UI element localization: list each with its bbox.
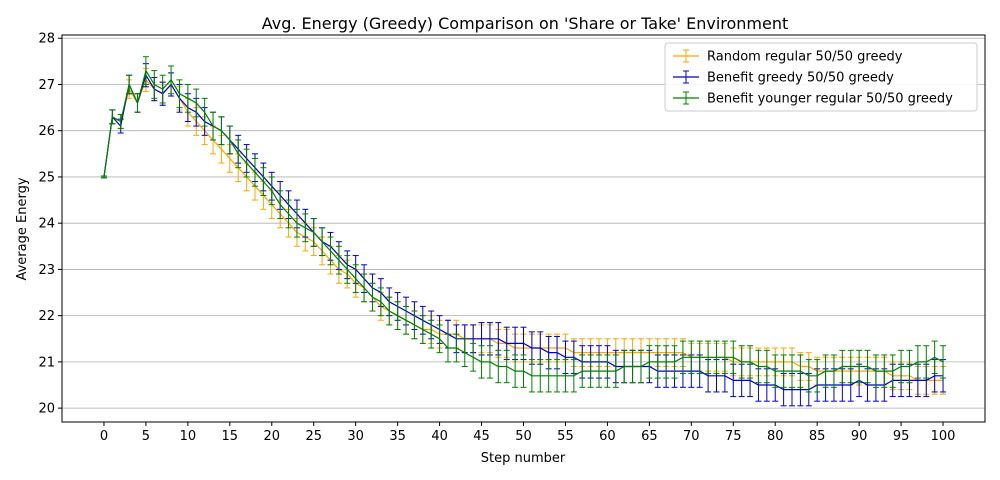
chart-title: Avg. Energy (Greedy) Comparison on 'Shar…	[262, 14, 789, 33]
x-tick-label: 95	[893, 429, 910, 444]
x-tick-label: 85	[809, 429, 826, 444]
legend-label: Random regular 50/50 greedy	[707, 50, 903, 65]
x-tick-label: 20	[263, 429, 280, 444]
x-tick-label: 60	[599, 429, 616, 444]
y-axis: 20 21 22 23 24 25 26 27 28	[38, 32, 62, 417]
grid-lines	[62, 37, 985, 409]
x-tick-label: 75	[725, 429, 742, 444]
x-tick-label: 35	[389, 429, 406, 444]
y-tick-label: 24	[38, 217, 55, 232]
x-tick-label: 15	[222, 429, 239, 444]
x-axis-title: Step number	[481, 451, 566, 466]
legend-item: Benefit younger regular 50/50 greedy	[673, 91, 953, 107]
x-tick-label: 30	[347, 429, 364, 444]
series-3	[100, 56, 947, 393]
x-tick-label: 40	[431, 429, 448, 444]
x-tick-label: 5	[142, 429, 150, 444]
x-tick-label: 50	[515, 429, 532, 444]
y-tick-label: 26	[38, 124, 55, 139]
y-tick-label: 28	[38, 32, 55, 47]
legend-box	[664, 42, 978, 112]
y-tick-label: 27	[38, 78, 55, 93]
legend-item: Random regular 50/50 greedy	[673, 49, 903, 65]
x-tick-label: 0	[100, 429, 108, 444]
x-tick-label: 80	[767, 429, 784, 444]
x-tick-label: 65	[641, 429, 658, 444]
y-tick-label: 23	[38, 263, 55, 278]
x-axis: 0 5 10 15 20 25 30 35 40 45 50 55 60 65 70 75 80 85 90 95 10…	[100, 422, 956, 444]
series-line	[103, 73, 943, 391]
x-tick-label: 70	[683, 429, 700, 444]
y-tick-label: 22	[38, 309, 55, 324]
x-tick-label: 25	[305, 429, 322, 444]
legend: Random regular 50/50 greedy Benefit greed…	[664, 42, 978, 112]
legend-label: Benefit younger regular 50/50 greedy	[707, 92, 953, 107]
y-tick-label: 25	[38, 170, 55, 185]
legend-label: Benefit greedy 50/50 greedy	[707, 71, 894, 86]
y-tick-label: 20	[38, 402, 55, 417]
x-tick-label: 100	[931, 429, 956, 444]
y-tick-label: 21	[38, 355, 55, 370]
series-line	[103, 69, 944, 377]
x-tick-label: 10	[180, 429, 197, 444]
y-axis-title: Average Energy	[15, 177, 30, 280]
x-tick-label: 55	[557, 429, 574, 444]
legend-item: Benefit greedy 50/50 greedy	[673, 70, 894, 86]
x-tick-label: 90	[851, 429, 868, 444]
x-tick-label: 45	[473, 429, 490, 444]
series-layer	[100, 56, 947, 407]
